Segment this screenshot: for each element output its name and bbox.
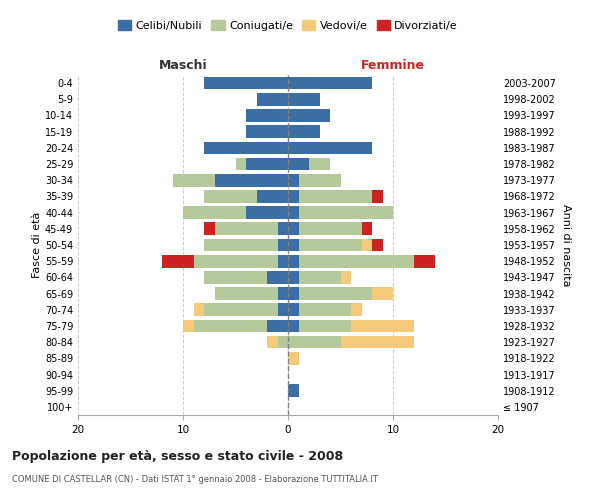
Bar [288, 206, 299, 219]
Bar [277, 336, 288, 348]
Bar [288, 238, 299, 252]
Bar [372, 190, 383, 202]
Bar [299, 304, 351, 316]
Bar [183, 206, 246, 219]
Bar [277, 304, 288, 316]
Bar [288, 320, 299, 332]
Bar [372, 238, 383, 252]
Bar [193, 304, 204, 316]
Bar [257, 190, 288, 202]
Bar [246, 109, 288, 122]
Bar [277, 238, 288, 252]
Bar [277, 288, 288, 300]
Bar [341, 336, 414, 348]
Bar [277, 255, 288, 268]
Bar [288, 352, 299, 364]
Bar [414, 255, 435, 268]
Bar [204, 77, 288, 90]
Bar [246, 126, 288, 138]
Bar [183, 320, 193, 332]
Text: Popolazione per età, sesso e stato civile - 2008: Popolazione per età, sesso e stato civil… [12, 450, 343, 463]
Bar [299, 174, 341, 186]
Bar [288, 190, 299, 202]
Bar [288, 77, 372, 90]
Bar [372, 288, 393, 300]
Bar [288, 158, 309, 170]
Legend: Celibi/Nubili, Coniugati/e, Vedovi/e, Divorziati/e: Celibi/Nubili, Coniugati/e, Vedovi/e, Di… [113, 16, 463, 35]
Bar [351, 304, 361, 316]
Bar [299, 190, 372, 202]
Bar [361, 222, 372, 235]
Text: Femmine: Femmine [361, 58, 425, 71]
Bar [267, 336, 277, 348]
Bar [215, 174, 288, 186]
Bar [288, 222, 299, 235]
Y-axis label: Fasce di età: Fasce di età [32, 212, 42, 278]
Bar [299, 206, 393, 219]
Bar [299, 222, 361, 235]
Bar [267, 271, 288, 283]
Bar [341, 271, 351, 283]
Bar [162, 255, 193, 268]
Bar [288, 109, 330, 122]
Bar [288, 93, 320, 106]
Bar [288, 271, 299, 283]
Bar [299, 320, 351, 332]
Text: COMUNE DI CASTELLAR (CN) - Dati ISTAT 1° gennaio 2008 - Elaborazione TUTTITALIA.: COMUNE DI CASTELLAR (CN) - Dati ISTAT 1°… [12, 475, 378, 484]
Bar [299, 238, 361, 252]
Bar [235, 158, 246, 170]
Bar [267, 320, 288, 332]
Bar [361, 238, 372, 252]
Bar [288, 336, 341, 348]
Bar [204, 271, 267, 283]
Y-axis label: Anni di nascita: Anni di nascita [561, 204, 571, 286]
Bar [288, 255, 299, 268]
Bar [215, 288, 277, 300]
Bar [204, 190, 257, 202]
Bar [288, 142, 372, 154]
Bar [288, 174, 299, 186]
Bar [288, 304, 299, 316]
Bar [215, 222, 277, 235]
Bar [351, 320, 414, 332]
Bar [246, 158, 288, 170]
Bar [299, 255, 414, 268]
Bar [204, 222, 215, 235]
Bar [277, 222, 288, 235]
Bar [257, 93, 288, 106]
Bar [173, 174, 215, 186]
Bar [193, 320, 267, 332]
Bar [288, 288, 299, 300]
Bar [193, 255, 277, 268]
Bar [246, 206, 288, 219]
Bar [309, 158, 330, 170]
Bar [299, 288, 372, 300]
Bar [204, 238, 277, 252]
Bar [204, 304, 277, 316]
Bar [288, 126, 320, 138]
Bar [299, 271, 341, 283]
Bar [204, 142, 288, 154]
Text: Maschi: Maschi [158, 58, 208, 71]
Bar [288, 384, 299, 397]
